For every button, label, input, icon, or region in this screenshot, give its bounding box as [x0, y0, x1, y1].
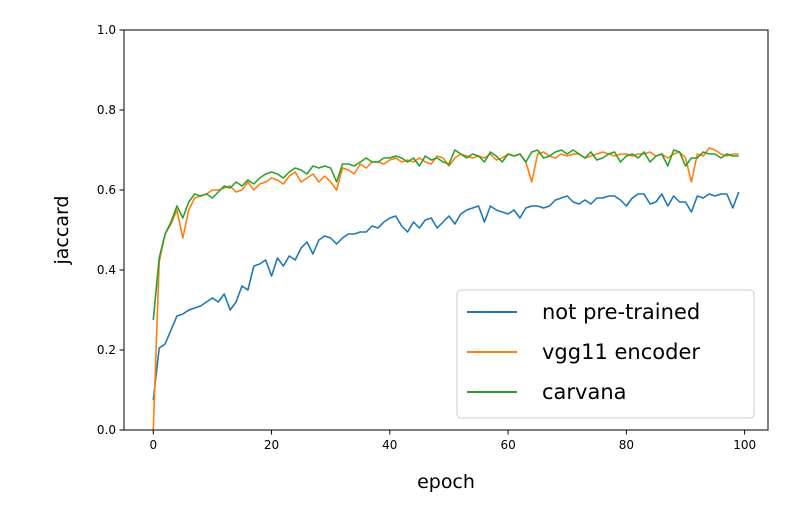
series-line-0	[152, 191, 740, 401]
legend-label-2: carvana	[542, 380, 627, 404]
y-tick-label: 0.8	[97, 103, 116, 117]
legend-entries: not pre-trained vgg11 encoder carvana	[467, 300, 700, 404]
legend-box	[456, 289, 755, 419]
plot-frame	[123, 29, 769, 431]
x-tick-label: 60	[500, 438, 515, 452]
y-tick-label: 0.6	[97, 183, 116, 197]
plot-lines	[152, 147, 740, 431]
legend-label-0: not pre-trained	[542, 300, 700, 324]
y-axis-label: jaccard	[51, 196, 73, 266]
x-tick-label: 100	[733, 438, 756, 452]
x-tick-label: 80	[619, 438, 634, 452]
y-tick-label: 0.2	[97, 343, 116, 357]
y-tick-label: 1.0	[97, 23, 116, 37]
x-tick-label: 0	[149, 438, 157, 452]
legend-label-1: vgg11 encoder	[542, 340, 700, 364]
x-tick-label: 40	[382, 438, 397, 452]
x-axis-label: epoch	[417, 471, 475, 493]
y-tick-label: 0.4	[97, 263, 116, 277]
y-axis: 0.0 0.2 0.4 0.6 0.8 1.0	[97, 23, 124, 437]
x-axis: 0 20 40 60 80 100	[149, 430, 756, 452]
legend: not pre-trained vgg11 encoder carvana	[456, 289, 755, 419]
x-tick-label: 20	[264, 438, 279, 452]
series-line-2	[152, 149, 739, 321]
y-tick-label: 0.0	[97, 423, 116, 437]
